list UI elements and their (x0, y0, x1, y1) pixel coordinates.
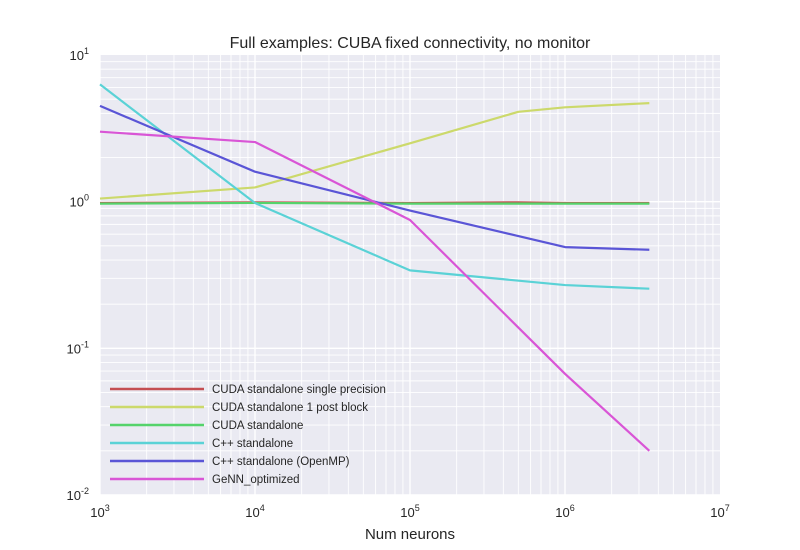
tick-labels: 103 104 105 106 107 101 100 10-1 10-2 (67, 46, 730, 520)
y-tick-label: 100 (70, 193, 89, 210)
x-tick-label: 107 (710, 503, 729, 520)
series-line-3 (99, 201, 650, 205)
legend-label: CUDA standalone 1 post block (212, 402, 368, 414)
x-tick-label: 103 (90, 503, 109, 520)
legend-label: C++ standalone (OpenMP) (212, 456, 350, 468)
x-axis-label: Num neurons (365, 526, 455, 543)
x-tick-label: 104 (245, 503, 264, 520)
chart-title: Full examples: CUBA fixed connectivity, … (230, 35, 591, 52)
legend-label: C++ standalone (212, 438, 293, 450)
x-tick-label: 105 (400, 503, 419, 520)
series-layer (99, 83, 651, 452)
legend-label: GeNN_optimized (212, 474, 300, 486)
legend-label: CUDA standalone (212, 420, 303, 432)
series-line-2 (99, 101, 650, 200)
y-tick-label: 10-2 (67, 486, 89, 503)
x-tick-label: 106 (555, 503, 574, 520)
y-tick-label: 101 (70, 46, 89, 63)
grid (99, 55, 720, 496)
legend: CUDA standalone single precision CUDA sta… (110, 384, 386, 486)
series-line-6 (99, 130, 651, 452)
y-tick-label: 10-1 (67, 339, 89, 356)
series-line-4 (99, 83, 650, 290)
legend-label: CUDA standalone single precision (212, 384, 386, 396)
series-line-5 (99, 104, 650, 251)
